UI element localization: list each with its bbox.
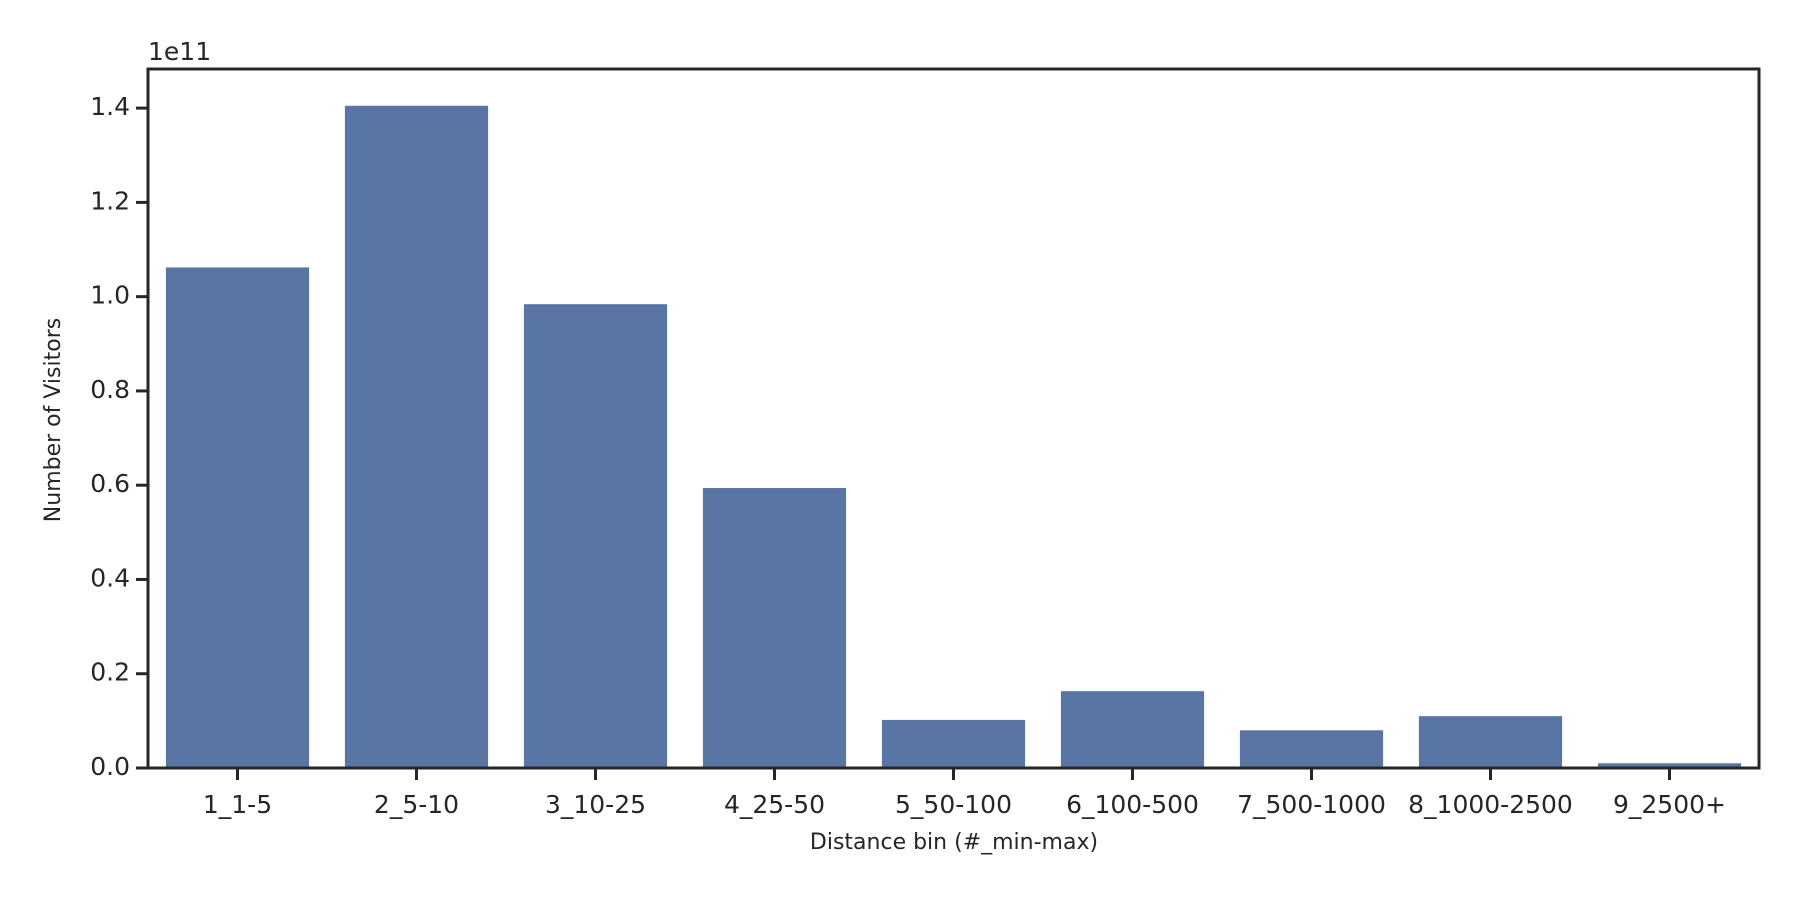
bar (1239, 730, 1384, 768)
x-tick-label: 1_1-5 (203, 790, 272, 819)
x-tick-label: 8_1000-2500 (1408, 790, 1573, 819)
y-tick-label: 0.2 (90, 658, 130, 687)
y-tick-label: 0.6 (90, 469, 130, 498)
x-axis-label: Distance bin (#_min-max) (810, 830, 1098, 855)
x-tick-label: 4_25-50 (724, 790, 825, 819)
bar (881, 719, 1026, 768)
y-tick-label: 0.0 (90, 752, 130, 781)
x-tick-label: 6_100-500 (1066, 790, 1199, 819)
x-tick-label: 9_2500+ (1613, 790, 1726, 819)
x-tick-label: 7_500-1000 (1237, 790, 1386, 819)
y-offset-label: 1e11 (148, 37, 211, 66)
bar (1418, 716, 1563, 768)
bar (1060, 691, 1205, 768)
y-tick-label: 0.8 (90, 375, 130, 404)
bar (344, 105, 489, 769)
y-axis-label: Number of Visitors (41, 318, 66, 522)
bar (702, 488, 847, 768)
x-tick-label: 5_50-100 (895, 790, 1012, 819)
y-tick-label: 0.4 (90, 563, 130, 592)
bar (165, 267, 310, 768)
bar (1597, 763, 1742, 768)
y-tick-label: 1.2 (90, 186, 130, 215)
y-tick-label: 1.4 (90, 92, 130, 121)
x-tick-label: 3_10-25 (545, 790, 646, 819)
y-tick-label: 1.0 (90, 281, 130, 310)
x-tick-label: 2_5-10 (374, 790, 459, 819)
plot-frame (146, 67, 1761, 770)
bar (523, 304, 668, 768)
